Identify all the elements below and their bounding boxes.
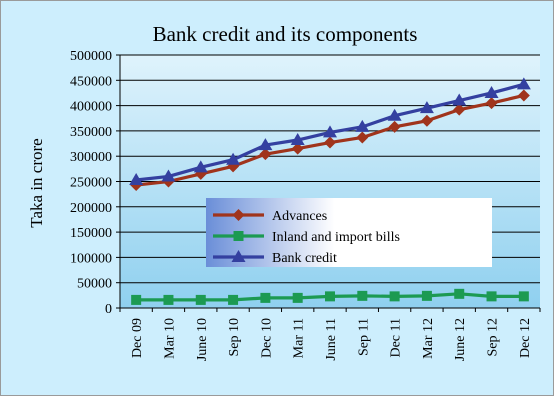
y-tick-label: 300000 [70,150,112,165]
y-tick-label: 100000 [70,251,112,266]
x-tick-label: Dec 09 [130,318,145,358]
data-point [291,142,304,155]
series-lines [129,77,531,305]
data-point [389,291,400,302]
x-tick-label: Dec 12 [518,318,533,358]
data-point [421,290,432,301]
legend-label: Advances [272,209,327,224]
y-tick-label: 0 [105,302,112,317]
x-axis-ticks: Dec 09 Mar 10 June 10 Sep 10 Dec 10 Mar 11 Jun… [119,55,541,361]
x-tick-label: Sep 12 [486,318,501,357]
legend-label: Inland and import bills [272,230,400,245]
y-tick-label: 250000 [70,176,112,191]
data-point [357,290,368,301]
x-tick-label: Dec 10 [259,318,274,358]
y-tick-label: 400000 [70,100,112,115]
data-point [485,97,498,110]
series-triangle [129,77,531,185]
data-point [454,288,465,299]
data-point [193,160,208,173]
x-tick-label: Mar 12 [421,318,436,359]
y-tick-label: 500000 [70,49,112,64]
legend-marker [231,250,246,262]
data-point [324,136,336,149]
x-tick-label: Mar 10 [162,318,177,359]
data-point [131,294,142,305]
data-point [452,93,467,106]
data-point [517,89,530,102]
data-point [195,294,206,305]
y-axis-label: Taka in crore [27,138,46,227]
data-point [258,138,273,151]
data-point [420,114,433,127]
data-point [388,120,401,133]
data-point [129,172,144,185]
legend-label: Bank credit [272,251,337,266]
data-point [484,85,499,98]
legend-marker [232,209,245,221]
chart-title: Bank credit and its components [153,22,418,46]
data-point [292,292,303,303]
legend: Advances Inland and import bills Bank cred… [206,198,492,267]
data-point [419,101,434,114]
data-point [226,152,241,165]
data-point [518,291,529,302]
x-tick-label: June 10 [195,318,210,361]
y-tick-label: 350000 [70,125,112,140]
data-point [323,125,337,138]
data-point [453,103,466,116]
y-tick-label: 200000 [70,201,112,216]
data-point [486,291,497,302]
y-tick-label: 150000 [70,226,112,241]
legend-marker [233,231,244,241]
data-point [356,131,369,144]
x-tick-label: Sep 10 [227,318,242,357]
data-point [516,77,531,90]
y-axis-ticks: 0 50000 100000 150000 200000 250000 300000 3500… [70,49,120,317]
data-point [228,294,239,305]
data-point [260,292,271,303]
data-point [163,294,174,305]
x-tick-label: June 11 [324,318,339,361]
y-tick-label: 50000 [77,277,112,292]
x-tick-label: Sep 11 [356,318,371,356]
series-square [131,288,529,305]
y-tick-label: 450000 [70,74,112,89]
x-tick-label: Dec 11 [389,318,404,358]
data-point [325,291,335,302]
data-point [161,169,176,182]
data-point [290,133,305,146]
data-point [355,119,370,132]
x-tick-label: Mar 11 [292,318,307,358]
data-point [387,108,402,121]
x-tick-label: June 12 [453,318,468,361]
data-point [259,148,272,161]
